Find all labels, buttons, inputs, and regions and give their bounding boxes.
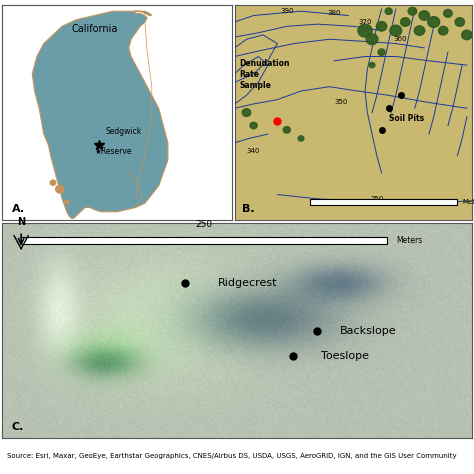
Text: Denudation
Rate
Sample: Denudation Rate Sample <box>239 59 290 90</box>
Circle shape <box>366 34 378 45</box>
Bar <box>310 199 457 205</box>
Text: Meters: Meters <box>462 199 474 205</box>
Circle shape <box>50 180 56 185</box>
Text: ★Reserve: ★Reserve <box>94 147 132 156</box>
Circle shape <box>419 11 429 20</box>
Circle shape <box>428 17 439 27</box>
Circle shape <box>438 27 448 35</box>
Text: C.: C. <box>12 422 24 432</box>
Circle shape <box>455 18 465 27</box>
Text: Meters: Meters <box>397 236 423 245</box>
Text: Sedgwick: Sedgwick <box>106 128 142 137</box>
Circle shape <box>385 8 392 14</box>
Circle shape <box>401 18 410 27</box>
Circle shape <box>414 26 425 36</box>
Text: 370: 370 <box>358 19 372 25</box>
Text: Toeslope: Toeslope <box>321 352 369 362</box>
Circle shape <box>250 122 257 129</box>
Text: A.: A. <box>11 204 25 214</box>
Circle shape <box>378 49 385 55</box>
Circle shape <box>369 63 375 68</box>
Circle shape <box>242 109 251 117</box>
Text: 250: 250 <box>196 220 213 229</box>
Polygon shape <box>32 11 168 218</box>
Circle shape <box>376 21 387 31</box>
Text: Backslope: Backslope <box>340 326 397 336</box>
Text: 250: 250 <box>370 196 383 202</box>
Text: 390: 390 <box>280 8 293 14</box>
Circle shape <box>358 24 372 37</box>
Bar <box>21 237 387 245</box>
Circle shape <box>298 136 304 141</box>
Circle shape <box>64 200 69 204</box>
Circle shape <box>462 30 472 40</box>
Text: N: N <box>17 217 25 227</box>
Text: California: California <box>71 24 118 34</box>
Circle shape <box>444 9 452 17</box>
Text: 380: 380 <box>328 10 341 17</box>
Text: 350: 350 <box>335 99 348 105</box>
Text: 360: 360 <box>394 36 407 42</box>
Circle shape <box>390 25 402 36</box>
Text: Source: Esri, Maxar, GeoEye, Earthstar Geographics, CNES/Airbus DS, USDA, USGS, : Source: Esri, Maxar, GeoEye, Earthstar G… <box>7 453 456 459</box>
Text: B.: B. <box>242 204 255 214</box>
Circle shape <box>56 185 64 193</box>
Text: Soil Pits: Soil Pits <box>389 114 424 123</box>
Text: 340: 340 <box>247 148 260 155</box>
Circle shape <box>283 127 290 133</box>
Circle shape <box>408 7 417 15</box>
Text: Ridgecrest: Ridgecrest <box>218 278 278 288</box>
